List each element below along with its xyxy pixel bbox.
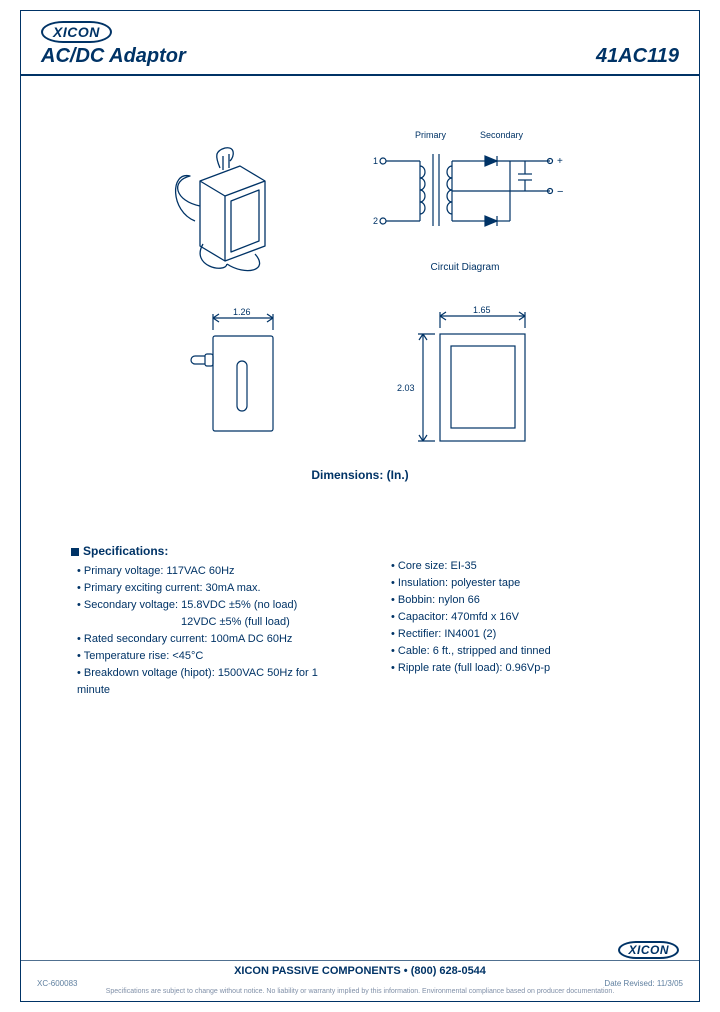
product-title: AC/DC Adaptor bbox=[41, 45, 186, 68]
square-bullet-icon bbox=[71, 548, 79, 556]
secondary-label: Secondary bbox=[480, 130, 524, 140]
content: Primary Secondary 1 2 bbox=[21, 76, 699, 719]
footer-meta: XC-600083 Date Revised: 11/3/05 bbox=[37, 979, 683, 988]
dim-top-view: 1.26 bbox=[175, 306, 305, 456]
spec-line: • Rated secondary current: 100mA DC 60Hz bbox=[71, 631, 335, 648]
circuit-diagram: Primary Secondary 1 2 bbox=[365, 126, 565, 276]
dim-fw: 1.65 bbox=[473, 306, 491, 315]
primary-label: Primary bbox=[415, 130, 446, 140]
dim-fh: 2.03 bbox=[397, 383, 415, 393]
title-row: AC/DC Adaptor 41AC119 bbox=[41, 45, 679, 68]
spec-line: • Breakdown voltage (hipot): 1500VAC 50H… bbox=[71, 665, 335, 699]
spec-line: 12VDC ±5% (full load) bbox=[71, 614, 335, 631]
specs-col-1: Specifications: • Primary voltage: 117VA… bbox=[71, 542, 335, 699]
figures-bottom: 1.26 bbox=[51, 306, 669, 456]
doc-number: XC-600083 bbox=[37, 979, 77, 988]
spec-line: • Core size: EI-35 bbox=[385, 558, 649, 575]
footer: XICON XICON PASSIVE COMPONENTS • (800) 6… bbox=[21, 960, 699, 1001]
adaptor-iso-drawing bbox=[155, 126, 305, 276]
plus: + bbox=[557, 156, 563, 167]
specs-heading: Specifications: bbox=[71, 542, 335, 561]
spec-line: • Insulation: polyester tape bbox=[385, 575, 649, 592]
dim-front-icon: 1.65 2.03 bbox=[385, 306, 545, 456]
circuit-caption: Circuit Diagram bbox=[365, 262, 565, 273]
circuit-icon: Primary Secondary 1 2 bbox=[365, 126, 565, 256]
figures-top: Primary Secondary 1 2 bbox=[51, 126, 669, 276]
date-revised: Date Revised: 11/3/05 bbox=[604, 979, 683, 988]
spec-line: • Temperature rise: <45°C bbox=[71, 648, 335, 665]
spec-line: • Secondary voltage: 15.8VDC ±5% (no loa… bbox=[71, 597, 335, 614]
datasheet-page: XICON AC/DC Adaptor 41AC119 bbox=[20, 10, 700, 1002]
adaptor-icon bbox=[155, 126, 305, 276]
footer-logo: XICON bbox=[618, 941, 679, 959]
brand-logo: XICON bbox=[41, 21, 679, 43]
specs-col-2: • Core size: EI-35• Insulation: polyeste… bbox=[385, 542, 649, 699]
dim-front-view: 1.65 2.03 bbox=[385, 306, 545, 456]
dimensions-caption: Dimensions: (In.) bbox=[51, 468, 669, 482]
minus: − bbox=[557, 186, 563, 198]
dim-top-icon: 1.26 bbox=[175, 306, 305, 446]
disclaimer: Specifications are subject to change wit… bbox=[37, 988, 683, 995]
spec-line: • Capacitor: 470mfd x 16V bbox=[385, 609, 649, 626]
dim-w: 1.26 bbox=[233, 307, 251, 317]
spec-line: • Ripple rate (full load): 0.96Vp-p bbox=[385, 660, 649, 677]
spec-line: • Cable: 6 ft., stripped and tinned bbox=[385, 643, 649, 660]
header: XICON AC/DC Adaptor 41AC119 bbox=[21, 11, 699, 76]
spec-line: • Bobbin: nylon 66 bbox=[385, 592, 649, 609]
specifications: Specifications: • Primary voltage: 117VA… bbox=[51, 542, 669, 699]
logo-text: XICON bbox=[41, 21, 112, 43]
pin1: 1 bbox=[373, 156, 378, 166]
part-number: 41AC119 bbox=[596, 45, 679, 68]
footer-company: XICON PASSIVE COMPONENTS • (800) 628-054… bbox=[37, 965, 683, 977]
spec-line: • Primary voltage: 117VAC 60Hz bbox=[71, 563, 335, 580]
pin2: 2 bbox=[373, 216, 378, 226]
spec-line: • Primary exciting current: 30mA max. bbox=[71, 580, 335, 597]
spec-line: • Rectifier: IN4001 (2) bbox=[385, 626, 649, 643]
